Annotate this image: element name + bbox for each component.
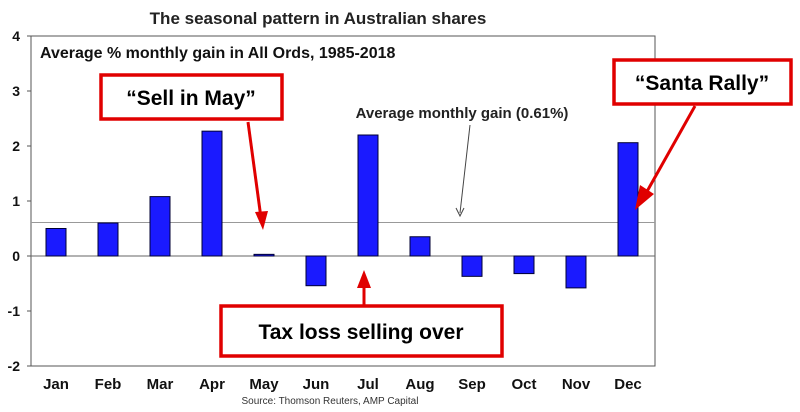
santa-rally-callout-text: “Santa Rally” [635, 72, 769, 95]
chart-subtitle: Average % monthly gain in All Ords, 1985… [40, 45, 395, 62]
average-line-label: Average monthly gain (0.61%) [356, 105, 569, 122]
bar-apr [201, 130, 223, 257]
average-pointer-line [459, 124, 471, 214]
x-tick-label: Feb [95, 376, 122, 393]
bar-feb [97, 222, 119, 257]
bar-jun [305, 255, 327, 287]
y-tick-label: 2 [12, 138, 20, 154]
bar-may [253, 253, 275, 257]
sell-in-may-arrow-line [246, 121, 263, 219]
sell-in-may-callout-text: “Sell in May” [126, 87, 256, 110]
x-tick-label: Dec [614, 376, 642, 393]
bar-nov [565, 255, 587, 289]
bar-mar [149, 196, 171, 257]
bar-jul [357, 134, 379, 257]
x-tick-label: Aug [405, 376, 434, 393]
santa-rally-arrow-line [643, 105, 697, 196]
average-pointer-head [455, 207, 465, 218]
source-note: Source: Thomson Reuters, AMP Capital [242, 396, 419, 407]
bar-dec [617, 142, 639, 257]
x-tick-label: Jul [357, 376, 379, 393]
x-tick-label: Sep [458, 376, 486, 393]
santa-rally-callout-box [612, 58, 793, 106]
tax-loss-callout-text: Tax loss selling over [258, 321, 463, 344]
x-tick-label: Mar [147, 376, 174, 393]
tax-loss-arrow-head [357, 270, 371, 288]
y-tick-label: -1 [8, 303, 21, 319]
sell-in-may-callout-box [99, 73, 284, 121]
x-tick-label: Jan [43, 376, 69, 393]
x-tick-label: Oct [511, 376, 536, 393]
sell-in-may-arrow-head [255, 211, 268, 230]
y-tick-label: 3 [12, 83, 20, 99]
bar-jan [45, 228, 67, 257]
y-tick-label: 1 [12, 193, 20, 209]
y-tick-label: -2 [8, 358, 21, 374]
x-tick-label: May [249, 376, 279, 393]
x-tick-label: Nov [562, 376, 591, 393]
bar-aug [409, 236, 431, 257]
chart-title: The seasonal pattern in Australian share… [150, 9, 487, 28]
tax-loss-callout-box [219, 304, 504, 358]
bar-sep [461, 255, 483, 277]
y-tick-label: 0 [12, 248, 20, 264]
y-tick-label: 4 [12, 28, 20, 44]
x-tick-label: Apr [199, 376, 225, 393]
x-tick-label: Jun [303, 376, 330, 393]
bars [45, 130, 639, 289]
santa-rally-arrow-head [635, 185, 654, 210]
bar-oct [513, 255, 535, 275]
x-axis: Jan Feb Mar Apr May Jun Jul Aug Sep Oct Nov Dec [43, 376, 642, 393]
y-axis: 4 3 2 1 0 -1 -2 [8, 28, 31, 374]
